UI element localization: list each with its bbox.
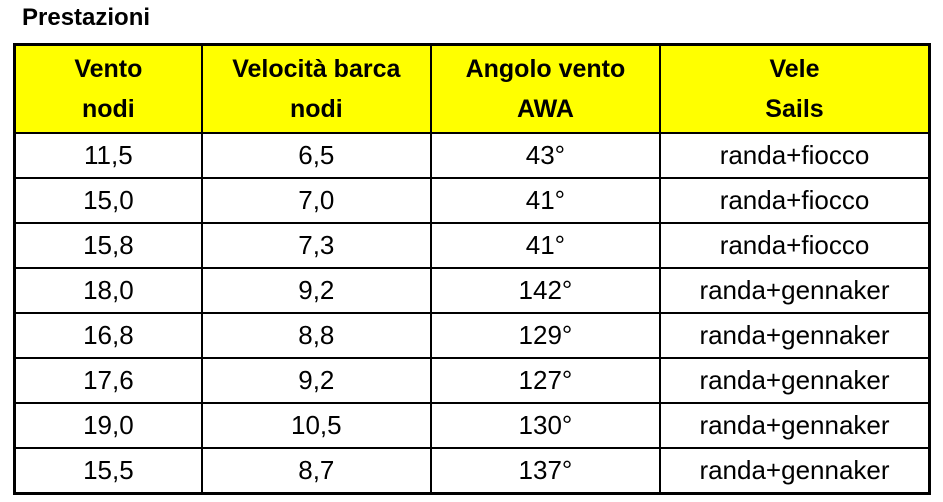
table-cell: 137° — [429, 447, 661, 495]
header-line: nodi — [289, 95, 343, 123]
table-cell: 15,0 — [13, 177, 203, 224]
table-cell: randa+gennaker — [658, 447, 931, 495]
table-cell: randa+gennaker — [658, 312, 931, 359]
header-row: Vento nodi Velocità barca nodi Angolo vento A… — [13, 43, 931, 134]
table-cell: 10,5 — [200, 402, 432, 449]
table-cell: 18,0 — [13, 267, 203, 314]
table-cell: 16,8 — [13, 312, 203, 359]
table-row: 11,5 6,5 43° randa+fiocco — [13, 132, 931, 179]
header-line: AWA — [516, 95, 574, 123]
table-cell: 129° — [429, 312, 661, 359]
table-cell: 43° — [429, 132, 661, 179]
table-row: 15,5 8,7 137° randa+gennaker — [13, 447, 931, 495]
header-line: Velocità barca — [232, 55, 401, 83]
table-cell: 7,0 — [200, 177, 432, 224]
table-cell: 17,6 — [13, 357, 203, 404]
title: Prestazioni — [22, 4, 151, 31]
table-body: 11,5 6,5 43° randa+fiocco 15,0 7,0 41° randa+fi… — [13, 132, 931, 495]
header-line: nodi — [81, 95, 135, 123]
header-cell: Velocità barca nodi — [200, 43, 432, 134]
table-cell: randa+gennaker — [658, 267, 931, 314]
header-line: Vento — [74, 55, 143, 83]
header-line: Angolo vento — [465, 55, 626, 83]
table-cell: 6,5 — [200, 132, 432, 179]
header-cell: Angolo vento AWA — [429, 43, 661, 134]
table-cell: 142° — [429, 267, 661, 314]
table-cell: 9,2 — [200, 267, 432, 314]
table-row: 18,0 9,2 142° randa+gennaker — [13, 267, 931, 314]
header-cell: Vento nodi — [13, 43, 203, 134]
table-cell: randa+gennaker — [658, 402, 931, 449]
header-line: Vele — [769, 55, 820, 83]
table-cell: 8,8 — [200, 312, 432, 359]
table-row: 17,6 9,2 127° randa+gennaker — [13, 357, 931, 404]
table-cell: 127° — [429, 357, 661, 404]
performance-table: Vento nodi Velocità barca nodi Angolo vento A… — [13, 43, 931, 495]
table-cell: 15,8 — [13, 222, 203, 269]
header-cell: Vele Sails — [658, 43, 931, 134]
table-cell: 15,5 — [13, 447, 203, 495]
table-cell: randa+fiocco — [658, 177, 931, 224]
table-cell: randa+fiocco — [658, 132, 931, 179]
table-cell: 9,2 — [200, 357, 432, 404]
table-cell: 7,3 — [200, 222, 432, 269]
table-cell: 130° — [429, 402, 661, 449]
table-row: 15,0 7,0 41° randa+fiocco — [13, 177, 931, 224]
table-cell: 19,0 — [13, 402, 203, 449]
header-line: Sails — [765, 95, 824, 123]
table-row: 15,8 7,3 41° randa+fiocco — [13, 222, 931, 269]
table-cell: 41° — [429, 177, 661, 224]
table-cell: 8,7 — [200, 447, 432, 495]
table-row: 19,0 10,5 130° randa+gennaker — [13, 402, 931, 449]
table-cell: randa+fiocco — [658, 222, 931, 269]
table-row: 16,8 8,8 129° randa+gennaker — [13, 312, 931, 359]
table-cell: 11,5 — [13, 132, 203, 179]
table-cell: 41° — [429, 222, 661, 269]
table-cell: randa+gennaker — [658, 357, 931, 404]
